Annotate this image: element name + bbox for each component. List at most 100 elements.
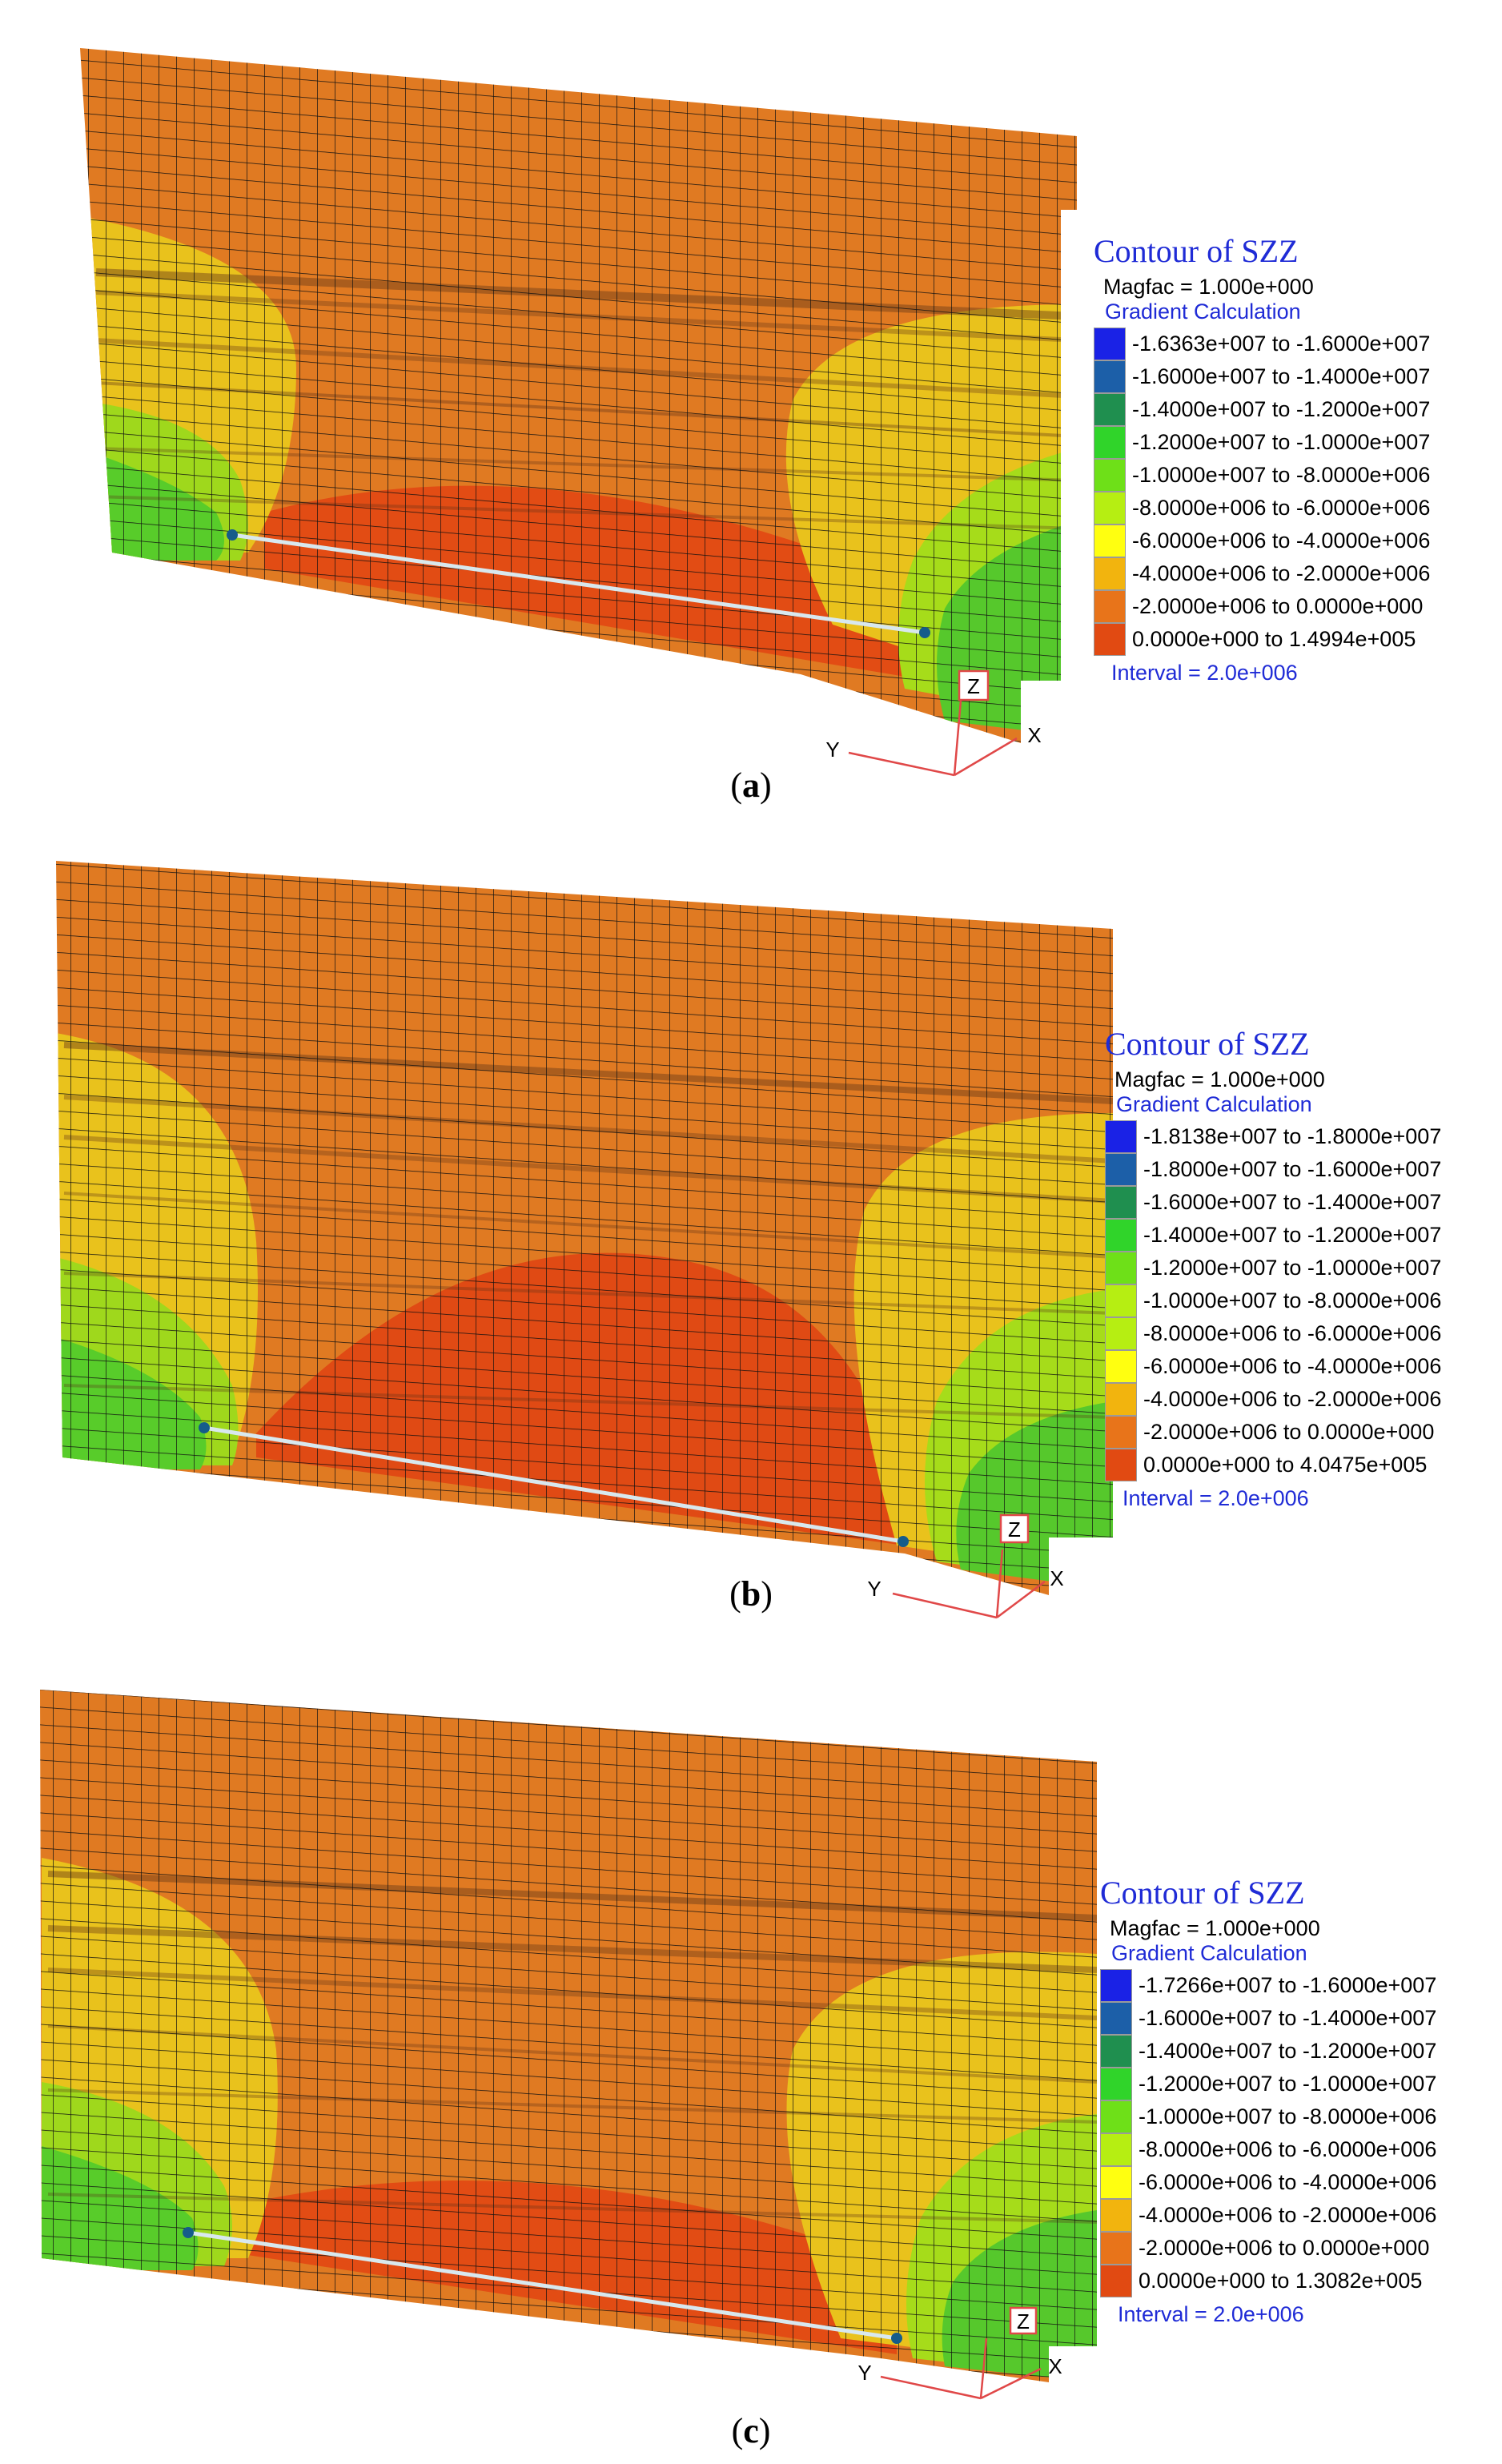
- legend-row: -1.6000e+007 to -1.4000e+007: [1105, 1186, 1441, 1219]
- legend-title: Contour of SZZ: [1105, 1026, 1310, 1062]
- legend-magfac: Magfac = 1.000e+000: [1110, 1916, 1320, 1940]
- legend-row: -1.6363e+007 to -1.6000e+007: [1094, 328, 1430, 360]
- y-axis-label-a: Y: [825, 738, 839, 762]
- legend-range-label: -1.6000e+007 to -1.4000e+007: [1132, 364, 1431, 388]
- legend-c: Contour of SZZ Magfac = 1.000e+000 Gradi…: [1100, 1874, 1436, 2327]
- legend-b: Contour of SZZ Magfac = 1.000e+000 Gradi…: [1105, 1025, 1441, 1511]
- legend-swatch: [1100, 2100, 1132, 2133]
- legend-row: -6.0000e+006 to -4.0000e+006: [1100, 2166, 1436, 2199]
- legend-swatch: [1094, 328, 1126, 360]
- legend-range-label: -8.0000e+006 to -6.0000e+006: [1139, 2137, 1437, 2161]
- legend-row: -4.0000e+006 to -2.0000e+006: [1105, 1383, 1441, 1416]
- y-axis-label-c: Y: [857, 2361, 871, 2385]
- legend-swatch: [1094, 492, 1126, 525]
- legend-row: -1.2000e+007 to -1.0000e+007: [1094, 426, 1430, 459]
- legend-swatch: [1094, 590, 1126, 623]
- legend-swatch: [1105, 1219, 1137, 1252]
- legend-swatch: [1105, 1416, 1137, 1449]
- legend-row: -1.4000e+007 to -1.2000e+007: [1094, 393, 1430, 426]
- x-axis-label-b: X: [1050, 1566, 1063, 1590]
- legend-row: -4.0000e+006 to -2.0000e+006: [1100, 2199, 1436, 2232]
- legend-row: 0.0000e+000 to 1.4994e+005: [1094, 623, 1430, 656]
- legend-row: -1.0000e+007 to -8.0000e+006: [1094, 459, 1430, 492]
- legend-swatch: [1105, 1120, 1137, 1153]
- mesh-body-c: [40, 1690, 1097, 2382]
- legend-swatch: [1094, 360, 1126, 393]
- panel-b: Z Y X Contour of SZZ Magfac = 1.000e+000…: [0, 825, 1502, 1634]
- legend-swatch: [1100, 2166, 1132, 2199]
- legend-swatch: [1105, 1317, 1137, 1350]
- legend-row: -2.0000e+006 to 0.0000e+000: [1094, 590, 1430, 623]
- legend-rows-b: -1.8138e+007 to -1.8000e+007 -1.8000e+007…: [1105, 1120, 1441, 1481]
- legend-range-label: -6.0000e+006 to -4.0000e+006: [1132, 529, 1431, 553]
- legend-title: Contour of SZZ: [1094, 233, 1299, 269]
- legend-range-label: -1.2000e+007 to -1.0000e+007: [1139, 2072, 1437, 2096]
- legend-range-label: -1.8138e+007 to -1.8000e+007: [1143, 1124, 1442, 1148]
- legend-range-label: -2.0000e+006 to 0.0000e+000: [1143, 1420, 1435, 1444]
- legend-row: -1.8000e+007 to -1.6000e+007: [1105, 1153, 1441, 1186]
- legend-row: -6.0000e+006 to -4.0000e+006: [1094, 525, 1430, 557]
- caption-letter-a: a: [742, 766, 760, 805]
- legend-swatch: [1094, 525, 1126, 557]
- axis-triad-c: [880, 2337, 1042, 2400]
- legend-row: -2.0000e+006 to 0.0000e+000: [1105, 1416, 1441, 1449]
- legend-range-label: 0.0000e+000 to 1.4994e+005: [1132, 627, 1416, 651]
- legend-swatch: [1105, 1449, 1137, 1481]
- legend-row: -2.0000e+006 to 0.0000e+000: [1100, 2232, 1436, 2265]
- legend-range-label: -4.0000e+006 to -2.0000e+006: [1143, 1387, 1442, 1411]
- legend-range-label: -2.0000e+006 to 0.0000e+000: [1132, 594, 1424, 618]
- legend-row: -6.0000e+006 to -4.0000e+006: [1105, 1350, 1441, 1383]
- contour-plot-c: Z Y X: [40, 1690, 1097, 2400]
- caption-a: (a): [730, 766, 772, 805]
- mesh-body-b: [56, 861, 1113, 1595]
- legend-range-label: -1.4000e+007 to -1.2000e+007: [1139, 2039, 1437, 2063]
- legend-swatch: [1094, 557, 1126, 590]
- legend-gradient-label: Gradient Calculation: [1111, 1941, 1307, 1965]
- legend-swatch: [1105, 1383, 1137, 1416]
- legend-swatch: [1100, 2035, 1132, 2068]
- panel-a: Z Y X Contour of SZZ Magfac = 1.000e+000…: [0, 0, 1502, 809]
- z-axis-label-c: Z: [1017, 2309, 1030, 2333]
- legend-swatch: [1105, 1252, 1137, 1284]
- legend-range-label: -1.8000e+007 to -1.6000e+007: [1143, 1157, 1442, 1181]
- legend-range-label: -6.0000e+006 to -4.0000e+006: [1143, 1354, 1442, 1378]
- legend-row: -1.2000e+007 to -1.0000e+007: [1105, 1252, 1441, 1284]
- legend-range-label: -1.0000e+007 to -8.0000e+006: [1139, 2104, 1437, 2128]
- z-axis-box-c: [1009, 2306, 1038, 2335]
- legend-row: -8.0000e+006 to -6.0000e+006: [1100, 2133, 1436, 2166]
- legend-row: -1.7266e+007 to -1.6000e+007: [1100, 1969, 1436, 2002]
- x-axis-label-c: X: [1048, 2354, 1062, 2378]
- legend-range-label: -1.6000e+007 to -1.4000e+007: [1143, 1190, 1442, 1214]
- legend-row: -8.0000e+006 to -6.0000e+006: [1105, 1317, 1441, 1350]
- legend-range-label: -1.4000e+007 to -1.2000e+007: [1143, 1223, 1442, 1247]
- legend-swatch: [1100, 2068, 1132, 2100]
- legend-swatch: [1105, 1186, 1137, 1219]
- legend-gradient-label: Gradient Calculation: [1116, 1092, 1312, 1116]
- z-axis-box-b: [999, 1513, 1030, 1544]
- legend-swatch: [1094, 623, 1126, 656]
- legend-interval: Interval = 2.0e+006: [1122, 1486, 1309, 1510]
- legend-range-label: -1.0000e+007 to -8.0000e+006: [1132, 463, 1431, 487]
- legend-row: -4.0000e+006 to -2.0000e+006: [1094, 557, 1430, 590]
- legend-swatch: [1094, 459, 1126, 492]
- legend-interval: Interval = 2.0e+006: [1111, 661, 1298, 685]
- contour-plot-b: Z Y X: [56, 861, 1113, 1619]
- axis-triad-a: [848, 700, 1018, 777]
- legend-swatch: [1094, 426, 1126, 459]
- legend-row: -1.0000e+007 to -8.0000e+006: [1100, 2100, 1436, 2133]
- caption-b: (b): [729, 1574, 773, 1614]
- legend-interval: Interval = 2.0e+006: [1118, 2302, 1304, 2326]
- legend-swatch: [1100, 2232, 1132, 2265]
- z-axis-label-b: Z: [1008, 1517, 1021, 1542]
- caption-c: (c): [731, 2411, 771, 2450]
- legend-title: Contour of SZZ: [1100, 1875, 1305, 1911]
- legend-a: Contour of SZZ Magfac = 1.000e+000 Gradi…: [1094, 232, 1430, 685]
- z-axis-label-a: Z: [967, 674, 980, 698]
- contour-plot-a: Z Y X: [80, 48, 1077, 777]
- legend-row: -1.8138e+007 to -1.8000e+007: [1105, 1120, 1441, 1153]
- legend-magfac: Magfac = 1.000e+000: [1103, 275, 1314, 299]
- legend-range-label: -1.4000e+007 to -1.2000e+007: [1132, 397, 1431, 421]
- legend-swatch: [1100, 2199, 1132, 2232]
- legend-range-label: 0.0000e+000 to 1.3082e+005: [1139, 2269, 1423, 2293]
- legend-row: -8.0000e+006 to -6.0000e+006: [1094, 492, 1430, 525]
